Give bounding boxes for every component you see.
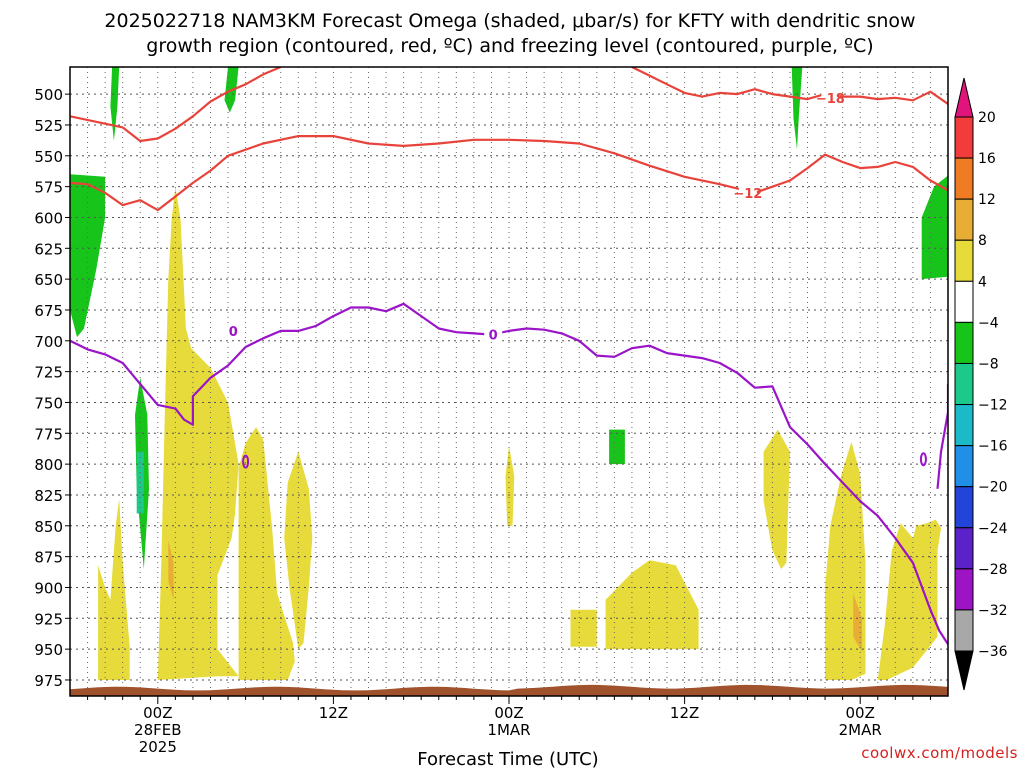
y-tick-label: 675 [34,302,63,320]
colorbar-band [954,280,974,323]
terrain-strip [70,684,948,696]
omega-region-0 [70,174,106,338]
omega-region-7 [98,498,130,680]
svg-text:−18: −18 [816,92,845,107]
colorbar-band [954,445,974,488]
colorbar-band [954,568,974,611]
omega-region-10 [284,451,313,650]
x-tick-label: 2025 [139,738,177,756]
colorbar-label: −12 [978,398,1008,414]
freezing-loop-1 [242,454,250,469]
svg-text:−12: −12 [733,187,762,202]
contour-line-1 [70,135,948,212]
x-tick-label: 1MAR [487,721,530,739]
omega-region-4 [791,67,803,150]
omega-region-14 [763,429,790,569]
colorbar-label: 4 [978,274,987,290]
colorbar-bottom-arrow [954,650,974,691]
omega-region-12 [570,609,597,647]
x-tick-label: 00Z [143,704,172,722]
colorbar-band [954,321,974,364]
colorbar-band [954,527,974,570]
colorbar-label: −16 [978,439,1008,455]
chart-title-line2: growth region (contoured, red, ºC) and f… [146,35,873,57]
y-tick-label: 775 [34,425,63,443]
y-tick-label: 875 [34,549,63,567]
y-tick-label: 575 [34,179,63,197]
omega-region-16 [877,519,941,680]
colorbar-top-arrow [954,77,974,118]
y-tick-label: 950 [34,641,63,659]
contour-line-0 [70,67,282,143]
omega-region-11 [505,445,515,526]
chart-title-line1: 2025022718 NAM3KM Forecast Omega (shaded… [104,10,915,32]
x-tick-label: 12Z [670,704,699,722]
colorbar-label: 8 [978,233,987,249]
colorbar-label: 20 [978,110,996,126]
colorbar-label: −8 [978,356,999,372]
omega-region-9 [238,427,295,680]
colorbar-label: 16 [978,151,996,167]
omega-region-17 [168,540,174,600]
y-tick-label: 900 [34,579,63,597]
contour-label-m18: −18 [816,89,845,107]
y-tick-label: 750 [34,394,63,412]
y-tick-label: 700 [34,333,63,351]
colorbar-band [954,239,974,282]
freezing-edge-right [936,384,948,489]
x-tick-label: 28FEB [134,721,181,739]
colorbar-label: −36 [978,644,1008,660]
colorbar-band [954,198,974,241]
colorbar-band [954,157,974,200]
contour-label-0-a: 0 [224,322,243,340]
omega-region-6 [609,429,625,465]
y-tick-label: 625 [34,240,63,258]
plot-contents: −18 −12 0 0 [70,67,948,696]
colorbar-label: −32 [978,603,1008,619]
y-tick-label: 650 [34,271,63,289]
colorbar-band [954,362,974,406]
y-tick-label: 725 [34,364,63,382]
omega-region-13 [605,560,699,650]
colorbar-band [954,116,974,159]
x-axis-label: Forecast Time (UTC) [417,749,598,768]
colorbar-band [954,609,974,652]
colorbar-label: −24 [978,521,1008,537]
y-tick-label: 825 [34,487,63,505]
y-tick-label: 850 [34,518,63,536]
contour-label-0-b: 0 [484,326,503,344]
plot-area: −18 −12 0 0 [69,66,949,697]
contour-line-0b [631,67,948,105]
gridlines [70,67,948,696]
x-tick-label: 00Z [846,704,875,722]
x-tick-label: 2MAR [839,721,882,739]
y-tick-label: 600 [34,209,63,227]
colorbar: 20 16 12 8 4 −4 −8 −12 −16 −20 −24 −28 −32 −36 [954,77,1008,691]
omega-region-1 [110,67,120,141]
colorbar-label: 12 [978,192,996,208]
svg-text:0: 0 [229,325,238,340]
y-tick-label: 800 [34,456,63,474]
y-tick-label: 500 [34,86,63,104]
colorbar-band [954,486,974,529]
credit-text: coolwx.com/models [861,744,1018,762]
y-tick-label: 975 [34,672,63,690]
y-axis: 500 525 550 575 600 625 650 675 700 725 750 775 800 8… [34,86,70,690]
colorbar-label: −20 [978,480,1008,496]
colorbar-label: −28 [978,562,1008,578]
x-tick-label: 00Z [494,704,523,722]
x-tick-label: 12Z [319,704,348,722]
y-tick-label: 925 [34,610,63,628]
colorbar-label: −4 [978,315,999,331]
freezing-loop-2 [919,452,927,467]
y-tick-label: 525 [34,117,63,135]
contour-label-m12: −12 [733,184,762,202]
svg-text:0: 0 [489,329,498,344]
colorbar-band [954,404,974,447]
omega-region-5 [921,175,948,280]
y-tick-label: 550 [34,148,63,166]
